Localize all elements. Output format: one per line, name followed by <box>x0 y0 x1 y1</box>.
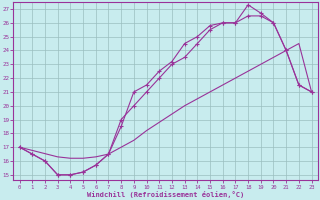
X-axis label: Windchill (Refroidissement éolien,°C): Windchill (Refroidissement éolien,°C) <box>87 191 244 198</box>
